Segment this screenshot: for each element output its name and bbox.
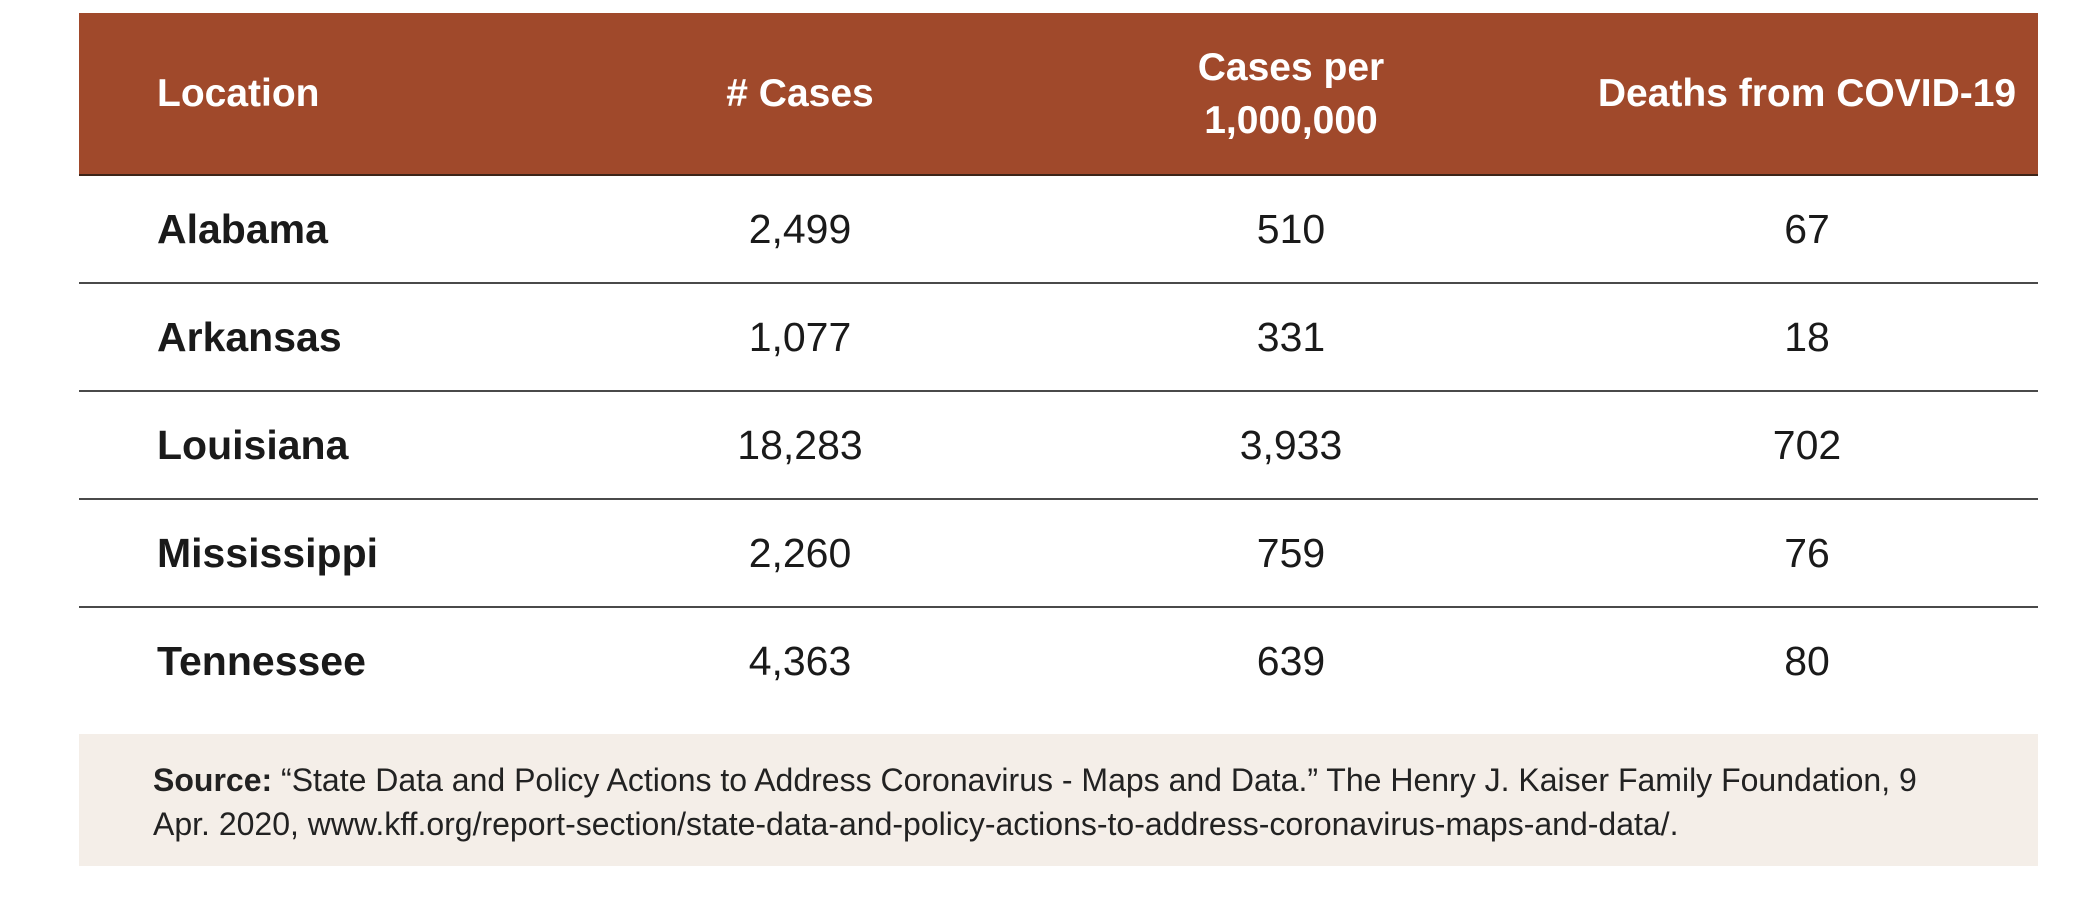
cell-cases-per-million: 510 — [1006, 175, 1576, 284]
header-cases-per-million: Cases per 1,000,000 — [1006, 13, 1576, 176]
header-cases-per-million-line2: 1,000,000 — [1204, 98, 1378, 142]
cell-cases-per-million: 331 — [1006, 283, 1576, 392]
table-row: Arkansas 1,077 331 18 — [79, 283, 2038, 392]
cell-deaths: 67 — [1576, 175, 2038, 284]
cell-deaths: 76 — [1576, 499, 2038, 608]
cell-location: Alabama — [79, 175, 594, 284]
table-row: Tennessee 4,363 639 80 — [79, 607, 2038, 715]
cell-cases: 1,077 — [594, 283, 1006, 392]
cell-cases: 18,283 — [594, 391, 1006, 500]
cell-deaths: 18 — [1576, 283, 2038, 392]
header-cases-per-million-line1: Cases per — [1197, 45, 1385, 89]
cell-location: Louisiana — [79, 391, 594, 500]
cell-cases-per-million: 759 — [1006, 499, 1576, 608]
cell-cases-per-million: 3,933 — [1006, 391, 1576, 500]
cell-deaths: 702 — [1576, 391, 2038, 500]
table-header-row: Location # Cases Cases per 1,000,000 Dea… — [79, 13, 2038, 176]
header-deaths: Deaths from COVID-19 — [1576, 13, 2038, 176]
table-row: Mississippi 2,260 759 76 — [79, 499, 2038, 608]
table-row: Alabama 2,499 510 67 — [79, 175, 2038, 284]
header-cases: # Cases — [594, 13, 1006, 176]
header-location: Location — [79, 13, 594, 176]
cell-deaths: 80 — [1784, 638, 1830, 684]
cell-cases: 2,260 — [594, 499, 1006, 608]
source-text: “State Data and Policy Actions to Addres… — [153, 762, 1917, 842]
cell-cases: 4,363 — [748, 638, 852, 684]
cell-location: Mississippi — [79, 499, 594, 608]
cell-location: Arkansas — [79, 283, 594, 392]
covid-data-table: Location # Cases Cases per 1,000,000 Dea… — [79, 13, 2038, 715]
cell-location: Tennessee — [157, 638, 366, 684]
source-label: Source: — [153, 762, 273, 798]
source-note: Source: “State Data and Policy Actions t… — [79, 734, 2038, 866]
table-row: Louisiana 18,283 3,933 702 — [79, 391, 2038, 500]
cell-cases-per-million: 639 — [1256, 638, 1326, 684]
cell-cases: 2,499 — [594, 175, 1006, 284]
data-table-container: Location # Cases Cases per 1,000,000 Dea… — [79, 13, 2038, 715]
